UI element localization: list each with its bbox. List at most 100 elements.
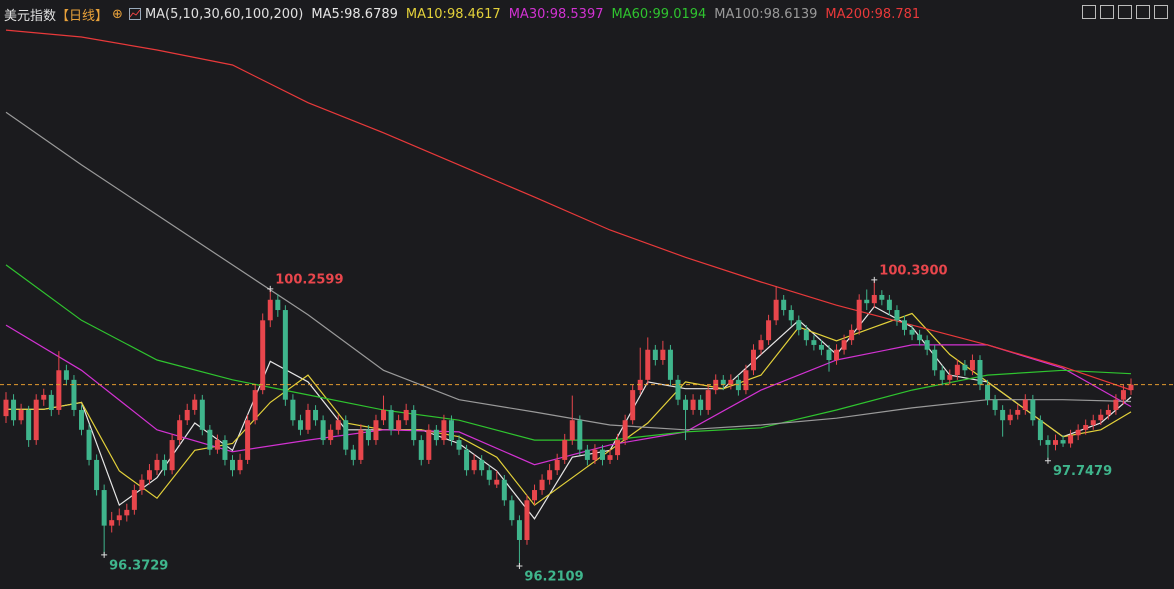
candle-body bbox=[486, 470, 492, 480]
toolbar-button[interactable] bbox=[1082, 5, 1096, 19]
candle-body bbox=[1060, 440, 1066, 444]
candle-body bbox=[773, 299, 779, 321]
candle-body bbox=[524, 500, 530, 540]
ma-line bbox=[5, 29, 1132, 391]
candle-body bbox=[131, 490, 137, 510]
candle-body bbox=[116, 515, 122, 521]
toolbar-button[interactable] bbox=[1118, 5, 1132, 19]
candle-body bbox=[63, 370, 69, 380]
candle-body bbox=[743, 370, 749, 391]
candle-body bbox=[1045, 440, 1051, 445]
candle-body bbox=[766, 320, 772, 341]
candle-body bbox=[1007, 414, 1013, 421]
chart-subtitle[interactable]: 【日线】 bbox=[56, 8, 109, 24]
candle-body bbox=[245, 420, 251, 460]
candle-body bbox=[350, 449, 356, 460]
candle-body bbox=[1120, 390, 1126, 400]
toolbar-button[interactable] bbox=[1100, 5, 1114, 19]
candle-body bbox=[1052, 440, 1058, 445]
candle-body bbox=[1068, 435, 1074, 444]
candle-body bbox=[177, 420, 183, 441]
candle-body bbox=[932, 349, 938, 371]
candle-body bbox=[690, 399, 696, 410]
candle-body bbox=[509, 500, 515, 521]
candle-body bbox=[720, 379, 726, 385]
candle-body bbox=[569, 420, 575, 441]
candle-body bbox=[3, 399, 9, 417]
candle-body bbox=[811, 340, 817, 345]
candle-body bbox=[162, 459, 168, 471]
candle-body bbox=[501, 479, 507, 501]
toolbar bbox=[1082, 5, 1168, 19]
candle-body bbox=[433, 429, 439, 441]
legend-entry: MA10:98.4617 bbox=[405, 6, 501, 22]
candle-body bbox=[1030, 399, 1036, 421]
candle-body bbox=[577, 420, 583, 450]
extreme-label: 100.3900 bbox=[879, 263, 947, 278]
candle-body bbox=[154, 459, 160, 471]
candle-body bbox=[448, 420, 454, 441]
indicator-icon bbox=[128, 8, 141, 20]
candle-body bbox=[917, 334, 923, 341]
extreme-marker bbox=[516, 562, 523, 569]
candle-body bbox=[803, 329, 809, 341]
candle-body bbox=[464, 449, 470, 471]
extreme-label: 96.2109 bbox=[524, 569, 583, 584]
candle-body bbox=[297, 420, 303, 430]
candle-body bbox=[1000, 409, 1006, 421]
candle-body bbox=[584, 449, 590, 460]
candle-body bbox=[599, 449, 605, 460]
candle-body bbox=[516, 520, 522, 540]
candle-body bbox=[532, 490, 538, 501]
candle-body bbox=[698, 399, 704, 410]
candle-body bbox=[192, 399, 198, 410]
candle-body bbox=[426, 429, 432, 460]
candle-body bbox=[1075, 429, 1081, 436]
candle-body bbox=[494, 479, 500, 485]
settings-icon[interactable]: ⊕ bbox=[112, 6, 123, 22]
toolbar-button[interactable] bbox=[1136, 5, 1150, 19]
candle-body bbox=[320, 420, 326, 441]
ma-line bbox=[5, 324, 1132, 466]
candle-body bbox=[554, 459, 560, 471]
candle-body bbox=[1037, 420, 1043, 441]
candle-body bbox=[924, 340, 930, 350]
candle-body bbox=[456, 440, 462, 450]
candle-body bbox=[184, 409, 190, 421]
extreme-label: 96.3729 bbox=[109, 558, 168, 573]
toolbar-button[interactable] bbox=[1154, 5, 1168, 19]
candle-body bbox=[939, 370, 945, 380]
ma-line bbox=[5, 264, 1132, 441]
candle-body bbox=[667, 349, 673, 380]
candle-body bbox=[1113, 399, 1119, 410]
candle-body bbox=[373, 420, 379, 441]
candle-body bbox=[403, 409, 409, 421]
candle-body bbox=[388, 409, 394, 430]
candle-body bbox=[267, 299, 273, 321]
candle-body bbox=[1015, 409, 1021, 415]
candle-body bbox=[18, 409, 24, 421]
candle-body bbox=[260, 320, 266, 391]
candle-body bbox=[109, 520, 115, 526]
candle-body bbox=[1083, 425, 1089, 430]
candle-body bbox=[652, 349, 658, 360]
candle-body bbox=[1105, 409, 1111, 415]
candle-body bbox=[547, 470, 553, 480]
candle-body bbox=[1098, 414, 1104, 421]
candle-body bbox=[358, 429, 364, 460]
candle-body bbox=[124, 509, 130, 516]
candle-body bbox=[94, 459, 100, 491]
candle-body bbox=[705, 390, 711, 410]
candle-body bbox=[886, 299, 892, 311]
legend-entry: MA60:99.0194 bbox=[611, 6, 707, 22]
candle-body bbox=[26, 409, 32, 441]
candle-body bbox=[660, 349, 666, 360]
candle-body bbox=[237, 459, 243, 471]
extreme-marker bbox=[267, 285, 274, 292]
candle-body bbox=[86, 429, 92, 460]
indicator-label[interactable]: MA(5,10,30,60,100,200) bbox=[144, 6, 304, 22]
candle-body bbox=[199, 399, 205, 430]
candle-body bbox=[230, 459, 236, 471]
candle-body bbox=[750, 349, 756, 371]
